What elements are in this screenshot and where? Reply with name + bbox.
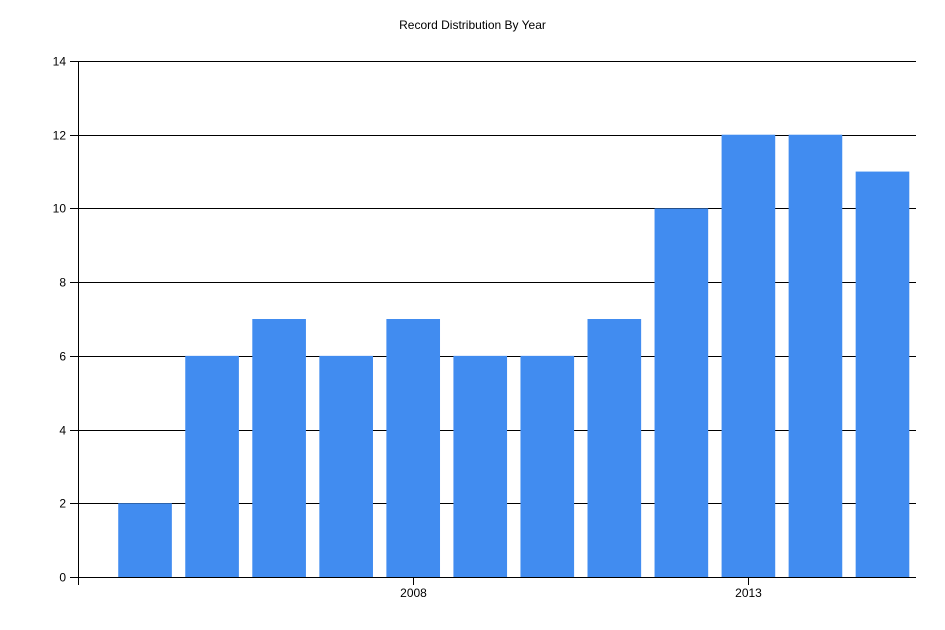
tick-labels: 0 2 4 6 8 10 12 14 2008 2013 — [53, 55, 763, 601]
bar-2009 — [453, 355, 508, 577]
bar-2011 — [587, 319, 642, 577]
y-tick-label: 6 — [59, 350, 66, 364]
bar-2007 — [319, 355, 373, 577]
y-tick-label: 0 — [59, 571, 66, 585]
axes — [70, 61, 916, 585]
x-tick-label: 2008 — [400, 586, 427, 600]
bar-2006 — [252, 319, 306, 577]
bar-2008 — [386, 319, 441, 577]
x-tick-label: 2013 — [735, 586, 762, 600]
bar-2014 — [788, 134, 843, 577]
bar-2013 — [721, 134, 776, 577]
y-tick-label: 2 — [59, 497, 66, 511]
y-tick-label: 14 — [53, 55, 67, 69]
bar-2012 — [654, 208, 709, 577]
bars — [118, 134, 910, 578]
bar-2010 — [520, 355, 575, 577]
y-tick-label: 4 — [59, 424, 66, 438]
y-tick-label: 10 — [53, 202, 67, 216]
y-tick-label: 8 — [59, 276, 66, 290]
bar-2004 — [118, 503, 172, 577]
chart-title: Record Distribution By Year — [399, 18, 546, 32]
bar-2005 — [185, 355, 239, 577]
bar-2015 — [855, 171, 910, 578]
y-tick-label: 12 — [53, 129, 67, 143]
